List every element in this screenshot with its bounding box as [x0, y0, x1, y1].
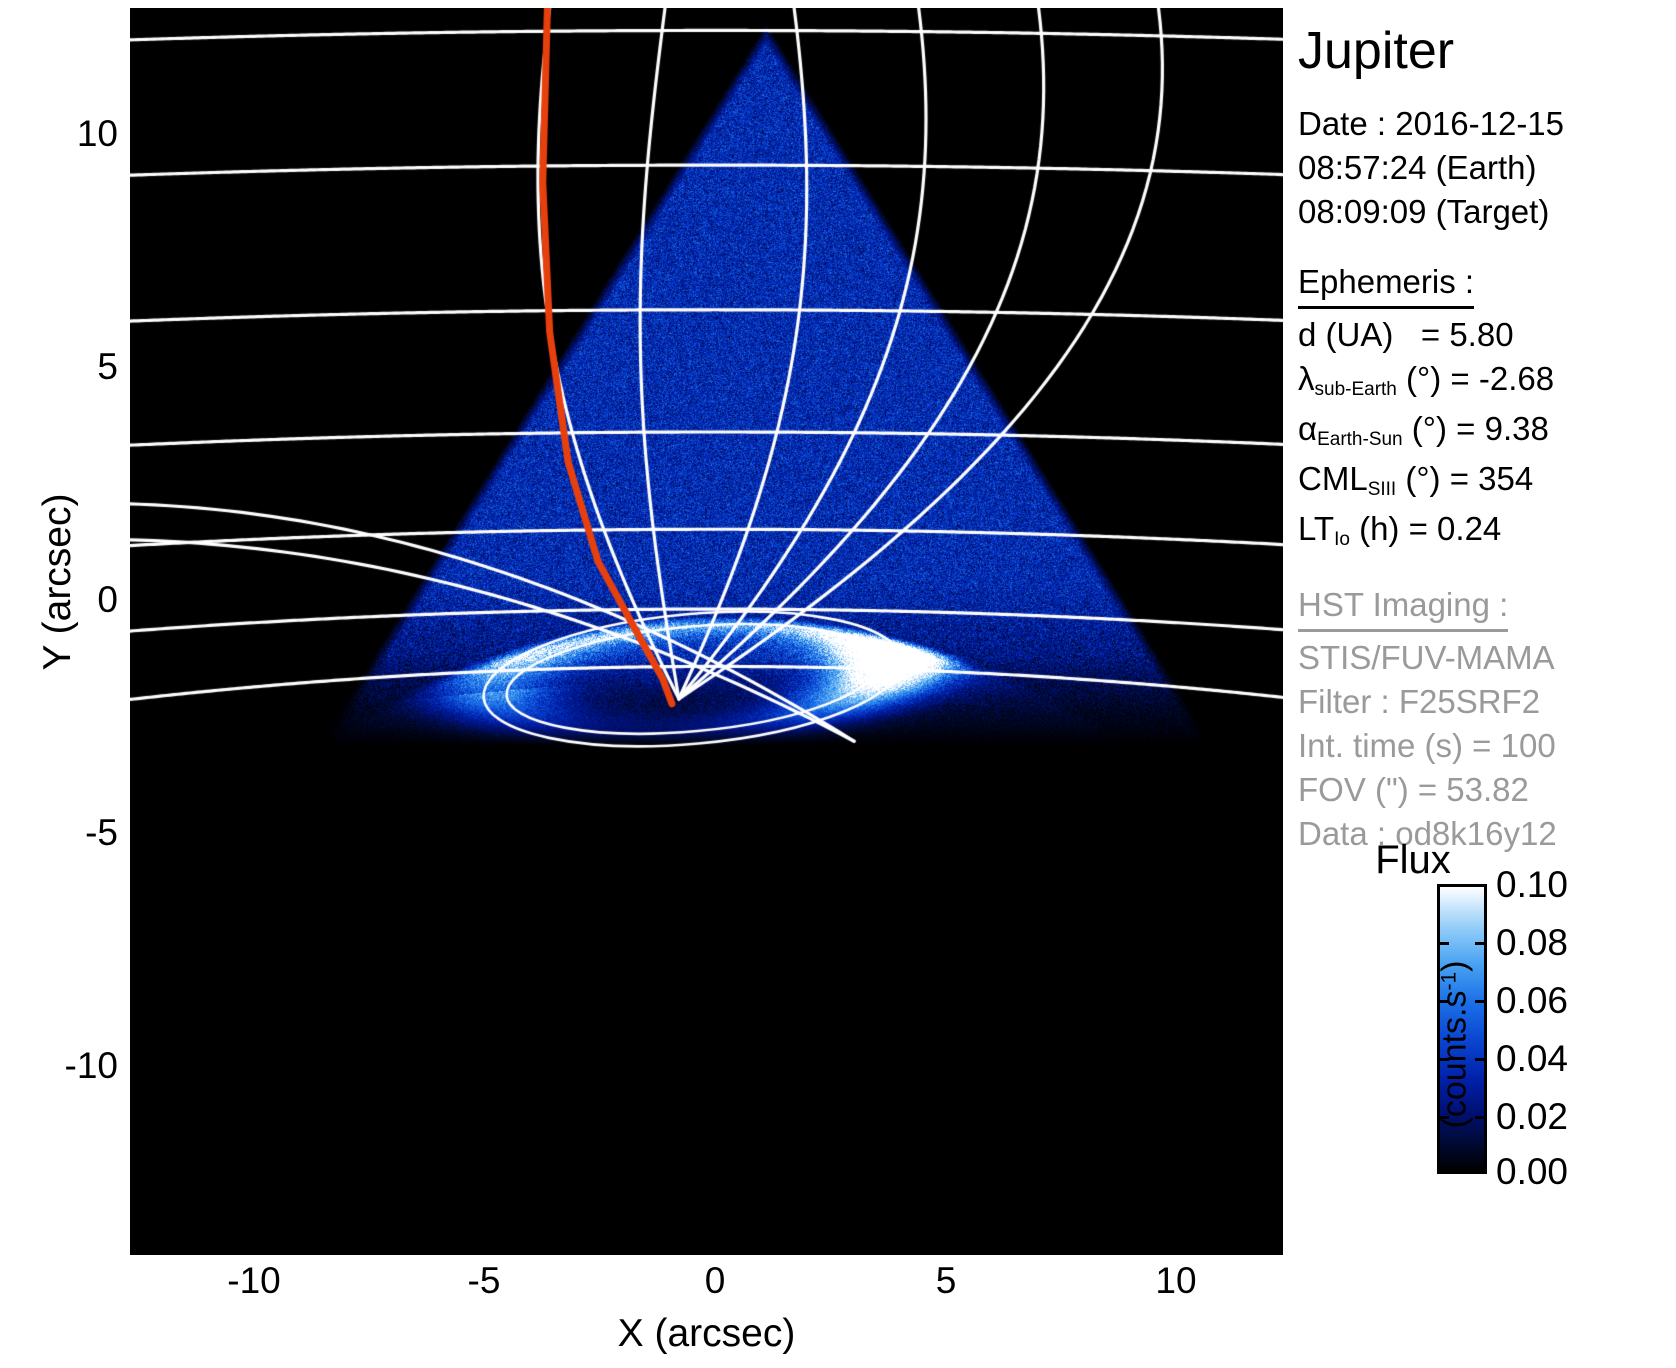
ephemeris-unit: (°): [1405, 460, 1441, 497]
colorbar-gradient: [1437, 884, 1487, 1174]
aurora-image-plot: [130, 8, 1283, 1255]
y-tick-label: -10: [64, 1045, 118, 1086]
ephemeris-row-sub-earth-latitude: λsub-Earth (°) = -2.68: [1298, 357, 1676, 407]
ephemeris-subscript: Io: [1334, 529, 1350, 550]
ephemeris-value: = 9.38: [1456, 410, 1549, 447]
ephemeris-unit: (UA): [1325, 316, 1394, 353]
colorbar-tick-label: 0.00: [1496, 1151, 1569, 1192]
ephemeris-header: Ephemeris :: [1298, 260, 1475, 309]
y-tick-label: -5: [85, 812, 118, 853]
ephemeris-symbol: CML: [1298, 460, 1368, 497]
hst-instrument: STIS/FUV-MAMA: [1298, 639, 1555, 676]
colorbar-axis-label: (counts.s-1): [1435, 960, 1474, 1129]
ephemeris-row-io-local-time: LTIo (h) = 0.24: [1298, 507, 1676, 557]
colorbar-tick-label: 0.06: [1496, 980, 1569, 1021]
info-panel: Jupiter Date : 2016-12-15 08:57:24 (Eart…: [1298, 8, 1676, 856]
x-tick-label: -10: [227, 1260, 281, 1301]
observation-time-earth: 08:57:24 (Earth): [1298, 149, 1537, 186]
ephemeris-value: = 5.80: [1420, 316, 1514, 353]
colorbar-tick-label: 0.02: [1496, 1096, 1569, 1137]
ephemeris-symbol: LT: [1298, 510, 1335, 547]
ephemeris-symbol: d: [1298, 316, 1317, 353]
ephemeris-unit: (°): [1406, 360, 1442, 397]
ephemeris-subscript: SIII: [1367, 479, 1397, 500]
ephemeris-row-distance: d (UA) = 5.80: [1298, 313, 1676, 357]
colorbar-title: Flux: [1375, 838, 1451, 882]
hst-imaging-header: HST Imaging :: [1298, 583, 1509, 632]
ephemeris-row-cml: CMLSIII (°) = 354: [1298, 457, 1676, 507]
x-tick-label: 5: [935, 1260, 957, 1301]
y-tick-label: 5: [97, 346, 118, 387]
colorbar-tick-label: 0.04: [1496, 1038, 1569, 1079]
x-tick-label: -5: [467, 1260, 501, 1301]
colorbar-group: Flux: [1298, 838, 1676, 1188]
hst-field-of-view: FOV (") = 53.82: [1298, 771, 1529, 808]
ephemeris-subscript: Earth-Sun: [1317, 429, 1403, 450]
hst-filter: Filter : F25SRF2: [1298, 683, 1541, 720]
jupiter-fuv-image: [130, 8, 1283, 1255]
ephemeris-unit: (°): [1411, 410, 1447, 447]
ephemeris-symbol: λ: [1298, 360, 1315, 397]
observation-date: Date : 2016-12-15: [1298, 105, 1565, 142]
ephemeris-value: = 354: [1449, 460, 1534, 497]
ephemeris-symbol: α: [1298, 410, 1318, 447]
hst-dataset-id: Data : od8k16y12: [1298, 815, 1557, 852]
x-tick-label: 0: [704, 1260, 726, 1301]
y-axis-label: Y (arcsec): [36, 493, 79, 671]
ephemeris-unit: (h): [1359, 510, 1400, 547]
x-tick-label: 10: [1155, 1260, 1197, 1301]
observation-time-target: 08:09:09 (Target): [1298, 193, 1550, 230]
ephemeris-value: = -2.68: [1450, 360, 1555, 397]
ephemeris-row-phase-angle: αEarth-Sun (°) = 9.38: [1298, 407, 1676, 457]
y-tick-label: 10: [76, 113, 118, 154]
x-axis-label: X (arcsec): [617, 1312, 796, 1355]
colorbar-tick-label: 0.10: [1496, 864, 1569, 905]
ephemeris-value: = 0.24: [1408, 510, 1502, 547]
y-tick-label: 0: [97, 579, 118, 620]
colorbar-tick-label: 0.08: [1496, 922, 1569, 963]
page-title: Jupiter: [1298, 22, 1455, 80]
hst-integration-time: Int. time (s) = 100: [1298, 727, 1556, 764]
ephemeris-subscript: sub-Earth: [1314, 379, 1397, 400]
